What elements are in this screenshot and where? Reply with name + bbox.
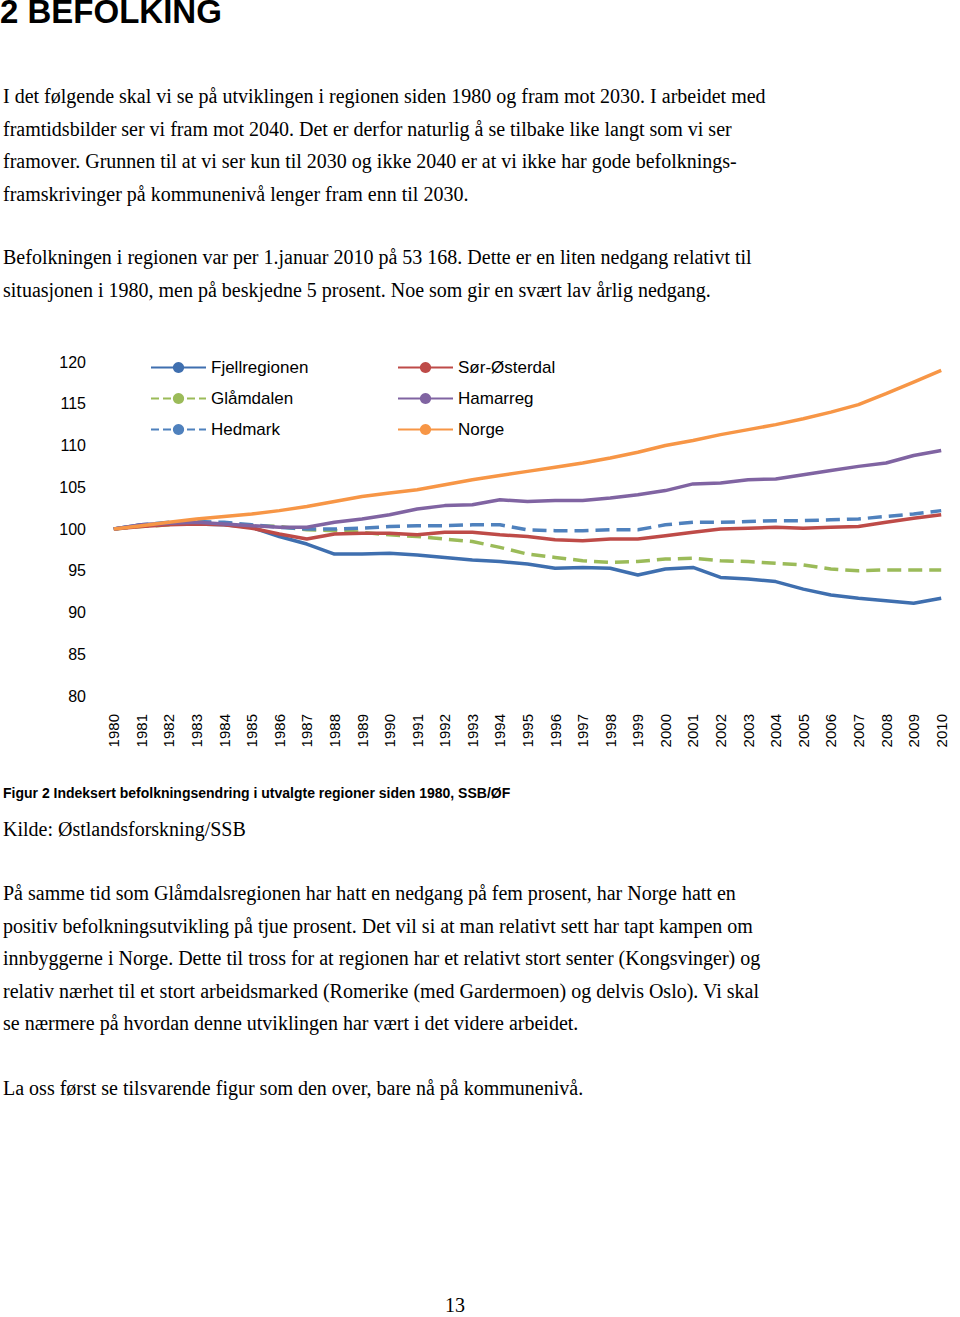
html-text:Befolkningen i regionen var pe: Befolkningen i regionen var per 1.januar… [3, 246, 752, 268]
html-text:La oss først se tilsvarende fi: La oss først se tilsvarende figur som de… [3, 1077, 584, 1099]
svg-text:1989: 1989 [354, 714, 371, 747]
svg-text:2001: 2001 [684, 714, 701, 747]
svg-text:2009: 2009 [905, 714, 922, 747]
svg-text:2010: 2010 [933, 714, 950, 747]
svg-text:80: 80 [68, 688, 86, 705]
svg-text:Hamarreg: Hamarreg [458, 389, 534, 408]
svg-text:1981: 1981 [133, 714, 150, 747]
svg-text:95: 95 [68, 562, 86, 579]
svg-text:1987: 1987 [298, 714, 315, 747]
svg-text:105: 105 [59, 479, 86, 496]
svg-text:2006: 2006 [822, 714, 839, 747]
svg-text:2007: 2007 [850, 714, 867, 747]
svg-text:1999: 1999 [629, 714, 646, 747]
svg-text:Sør-Østerdal: Sør-Østerdal [458, 358, 555, 377]
svg-text:1990: 1990 [381, 714, 398, 747]
svg-text:1980: 1980 [105, 714, 122, 747]
html-text:situasjonen i 1980, men på bes: situasjonen i 1980, men på beskjedne 5 p… [3, 278, 711, 301]
svg-text:90: 90 [68, 604, 86, 621]
html-text:framtidsbilder ser vi fram mot: framtidsbilder ser vi fram mot 2040. Det… [3, 117, 732, 140]
html-text:framskrivinger på kommunenivå: framskrivinger på kommunenivå lenger fra… [3, 182, 469, 205]
svg-text:Norge: Norge [458, 420, 504, 439]
svg-text:1994: 1994 [491, 714, 508, 747]
svg-text:1984: 1984 [216, 714, 233, 747]
svg-text:1988: 1988 [326, 714, 343, 747]
svg-text:1996: 1996 [547, 714, 564, 747]
svg-text:100: 100 [59, 521, 86, 538]
html-text:framover. Grunnen til at vi se: framover. Grunnen til at vi ser kun til … [3, 150, 737, 172]
svg-text:110: 110 [60, 437, 86, 454]
svg-text:Glåmdalen: Glåmdalen [211, 389, 293, 408]
html-text:innbyggerne i Norge. Dette til: innbyggerne i Norge. Dette til tross for… [3, 947, 761, 969]
svg-text:2003: 2003 [740, 714, 757, 747]
svg-text:2005: 2005 [795, 714, 812, 747]
svg-text:1995: 1995 [519, 714, 536, 747]
svg-text:1993: 1993 [464, 714, 481, 747]
html-text:se nærmere på hvordan denne ut: se nærmere på hvordan denne utviklingen … [3, 1012, 579, 1034]
html-text:På samme tid som Glåmdalsregio: På samme tid som Glåmdalsregionen har ha… [3, 882, 736, 904]
html-text:Figur 2 Indeksert befolkningse: Figur 2 Indeksert befolkningsendring i u… [3, 785, 511, 801]
svg-text:85: 85 [68, 646, 86, 663]
html-text:relativ nærhet til et stort ar: relativ nærhet til et stort arbeidsmarke… [3, 979, 759, 1002]
html-text:13: 13 [445, 1294, 465, 1316]
svg-text:1982: 1982 [160, 714, 177, 747]
svg-text:2000: 2000 [657, 714, 674, 747]
svg-text:2008: 2008 [878, 714, 895, 747]
svg-text:115: 115 [60, 395, 86, 412]
svg-text:2004: 2004 [767, 714, 784, 747]
svg-text:1997: 1997 [574, 714, 591, 747]
svg-text:1998: 1998 [602, 714, 619, 747]
svg-text:1986: 1986 [271, 714, 288, 747]
svg-text:1992: 1992 [436, 714, 453, 747]
svg-text:Hedmark: Hedmark [211, 420, 280, 439]
svg-text:Fjellregionen: Fjellregionen [211, 358, 308, 377]
html-text:I det følgende skal vi se på u: I det følgende skal vi se på utviklingen… [3, 85, 766, 107]
svg-text:2002: 2002 [712, 714, 729, 747]
svg-text:1991: 1991 [409, 714, 426, 747]
html-text:positiv befolkningsutvikling p: positiv befolkningsutvikling på tjue pro… [3, 914, 753, 937]
svg-text:1985: 1985 [243, 714, 260, 747]
html-text:Kilde: Østlandsforskning/SSB: Kilde: Østlandsforskning/SSB [3, 818, 246, 840]
svg-text:120: 120 [59, 354, 86, 371]
svg-text:1983: 1983 [188, 714, 205, 747]
